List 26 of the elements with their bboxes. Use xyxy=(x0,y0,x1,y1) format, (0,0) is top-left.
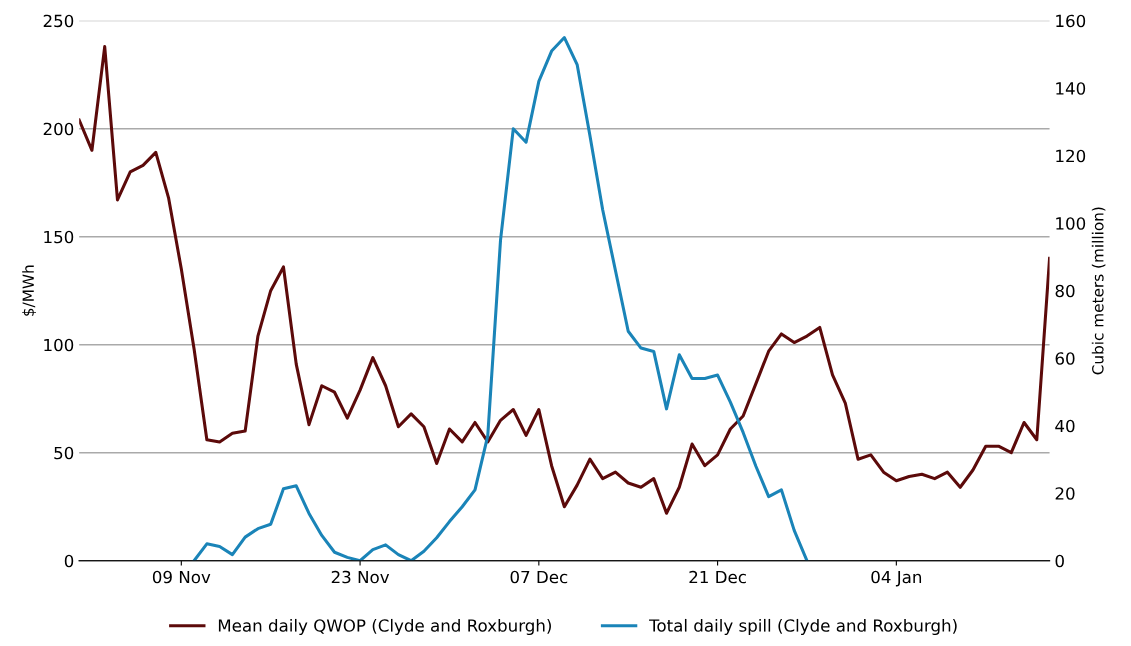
y2-tick-label: 20 xyxy=(1055,487,1075,500)
y-axis-title: $/MWh xyxy=(22,265,37,316)
y2-tick-label: 80 xyxy=(1055,284,1075,298)
y2-tick-label: 40 xyxy=(1055,419,1075,433)
y2-tick-label: 140 xyxy=(1056,82,1086,95)
y-tick-label: 0 xyxy=(64,554,74,568)
y2-tick-label: 100 xyxy=(1056,217,1086,230)
legend-label: Total daily spill (Clyde and Roxburgh) xyxy=(649,618,957,636)
line-series xyxy=(192,36,809,561)
y2-tick-label: 160 xyxy=(1056,14,1086,28)
x-tick-label: 07 Dec xyxy=(510,570,568,584)
x-tick-label: 04 Jan xyxy=(871,570,922,587)
y-tick-label: 200 xyxy=(43,122,74,136)
y2-tick-label: 120 xyxy=(1056,149,1086,163)
y-tick-label: 100 xyxy=(44,338,74,352)
y-tick-label: 150 xyxy=(44,230,74,244)
y-tick-label: 250 xyxy=(43,14,74,28)
y-tick-label: 50 xyxy=(54,446,74,460)
x-tick-label: 23 Nov xyxy=(331,570,390,584)
x-tick-label: 21 Dec xyxy=(689,570,746,584)
y2-tick-label: 60 xyxy=(1055,352,1075,365)
y2-tick-label: 0 xyxy=(1055,554,1064,568)
legend-label: Mean daily QWOP (Clyde and Roxburgh) xyxy=(218,618,551,636)
x-tick-label: 09 Nov xyxy=(152,570,211,584)
y2-axis-title: Cubic meters (million) xyxy=(1091,207,1106,375)
line-series xyxy=(79,45,1050,515)
